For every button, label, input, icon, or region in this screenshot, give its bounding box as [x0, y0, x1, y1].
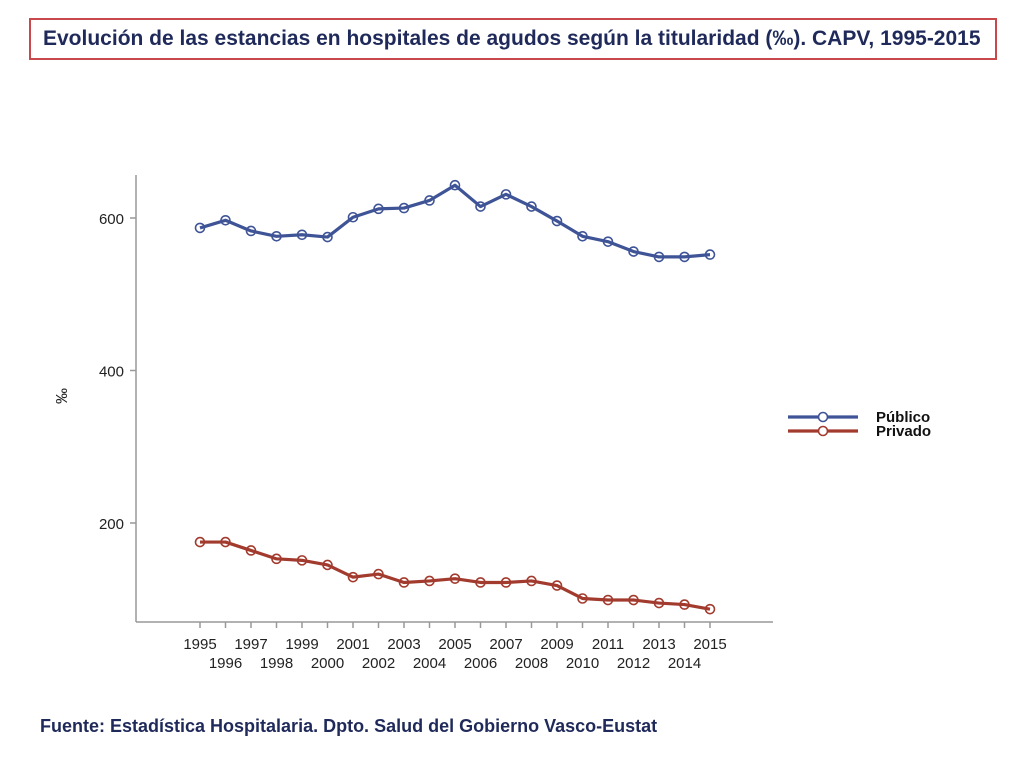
data-point — [347, 571, 359, 583]
title-box: Evolución de las estancias en hospitales… — [29, 18, 997, 60]
data-point — [679, 599, 690, 610]
legend-label: Privado — [876, 423, 931, 440]
data-point — [653, 251, 665, 263]
series-line-publico — [199, 183, 711, 259]
data-point — [577, 231, 588, 242]
x-tick-label: 2002 — [362, 655, 395, 672]
data-point — [194, 536, 206, 548]
x-tick-label: 2012 — [617, 655, 650, 672]
data-point — [602, 236, 614, 247]
y-tick-label: 400 — [99, 364, 124, 381]
data-point — [526, 201, 537, 212]
data-point — [628, 594, 639, 606]
data-point — [475, 577, 486, 588]
data-point — [296, 555, 308, 566]
data-point — [322, 231, 333, 243]
data-point — [653, 597, 665, 609]
data-point — [475, 201, 486, 212]
x-tick-label: 2001 — [336, 636, 369, 653]
x-tick-label: 2014 — [668, 655, 701, 672]
x-tick-label: 2000 — [311, 655, 344, 672]
data-point — [245, 545, 257, 556]
data-point — [271, 231, 282, 242]
x-tick-label: 1997 — [234, 636, 267, 653]
data-point — [628, 246, 639, 257]
data-point — [424, 575, 435, 587]
data-point — [551, 580, 563, 591]
data-point — [347, 211, 359, 223]
x-tick-label: 2007 — [489, 636, 522, 653]
data-point — [551, 215, 563, 227]
data-point — [373, 203, 384, 215]
x-tick-label: 2006 — [464, 655, 497, 672]
data-point — [398, 202, 410, 214]
data-point — [194, 222, 206, 234]
x-tick-label: 2010 — [566, 655, 599, 672]
data-point — [220, 214, 231, 226]
data-point — [526, 575, 537, 587]
x-tick-label: 2011 — [592, 636, 624, 653]
chart-title: Evolución de las estancias en hospitales… — [43, 27, 981, 50]
x-tick-label: 2005 — [438, 636, 471, 653]
y-axis-label: ‰ — [54, 388, 71, 404]
data-point — [220, 536, 231, 548]
data-point — [449, 573, 461, 584]
source-note: Fuente: Estadística Hospitalaria. Dpto. … — [40, 716, 658, 736]
legend-swatch-marker — [817, 425, 829, 437]
data-point — [296, 229, 308, 241]
data-point — [398, 577, 410, 588]
legend-label: Público — [876, 409, 930, 426]
data-point — [500, 189, 512, 200]
legend-swatch-marker — [817, 411, 829, 423]
x-tick-label: 2003 — [387, 636, 420, 653]
data-point — [679, 251, 690, 263]
data-point — [245, 225, 257, 237]
data-point — [602, 594, 614, 606]
y-tick-label: 200 — [99, 516, 124, 533]
x-tick-label: 1998 — [260, 655, 293, 672]
x-tick-label: 1999 — [285, 636, 318, 653]
data-point — [704, 603, 716, 615]
x-tick-label: 2013 — [642, 636, 675, 653]
series-line-privado — [200, 540, 711, 611]
x-tick-label: 2015 — [693, 636, 726, 653]
data-point — [424, 195, 435, 206]
x-tick-label: 2009 — [540, 636, 573, 653]
data-point — [271, 553, 282, 565]
data-point — [500, 577, 512, 588]
data-point — [704, 249, 716, 260]
x-tick-label: 1996 — [209, 655, 242, 672]
data-point — [322, 559, 333, 571]
data-point — [373, 568, 384, 580]
data-point — [577, 593, 588, 604]
x-tick-label: 1995 — [183, 636, 216, 653]
x-tick-label: 2008 — [515, 655, 548, 672]
y-tick-label: 600 — [99, 211, 124, 228]
data-point — [449, 179, 461, 191]
x-tick-label: 2004 — [413, 655, 446, 672]
